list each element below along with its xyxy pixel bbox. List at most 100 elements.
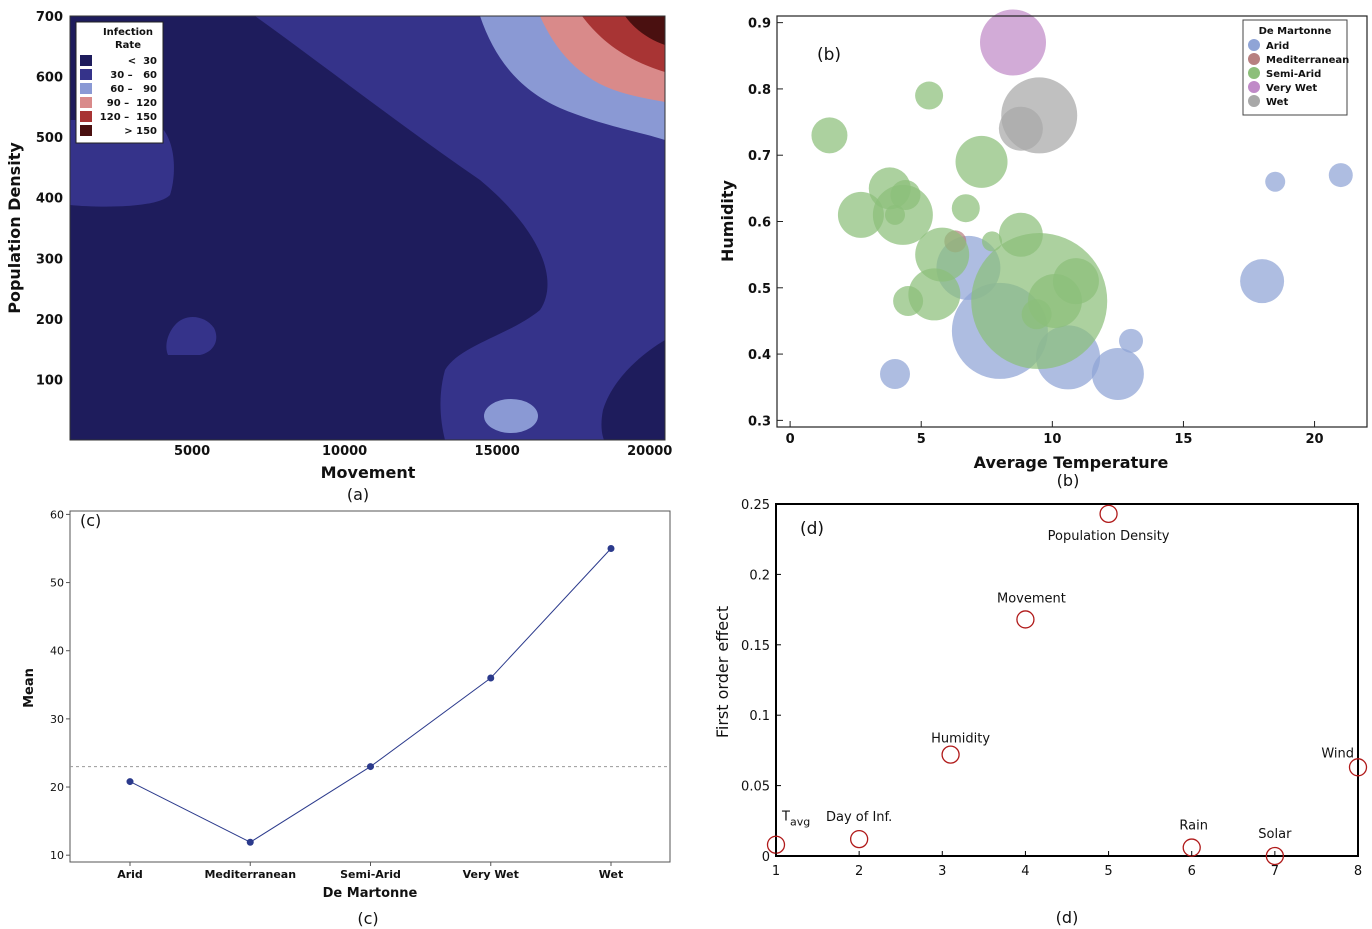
x-tick-label-d: 5: [1104, 864, 1112, 879]
effect-marker: [1182, 838, 1201, 857]
x-tick-label-c: Semi-Arid: [340, 868, 401, 881]
panel-d: (d) Tavg Day of Inf.HumidityMovementPopul…: [713, 498, 1368, 927]
x-tick-label-d: 4: [1021, 864, 1029, 879]
bubble-semi-arid: [811, 117, 848, 154]
y-tick-label-d: 0.15: [741, 639, 770, 654]
y-tick-label-a: 200: [36, 313, 63, 328]
contour-region-above-150: [625, 16, 665, 45]
y-tick-label-b: 0.9: [748, 17, 771, 32]
legend-b-items: Arid Mediterranean Semi-Arid Very Wet Wet: [1248, 39, 1349, 108]
point-label: Population Density: [1048, 529, 1170, 544]
panel-caption-a: (a): [347, 485, 369, 504]
x-tick-label-b: 15: [1174, 432, 1192, 447]
y-tick-label-d: 0: [762, 850, 770, 865]
y-tick-label-a: 600: [36, 71, 63, 86]
x-tick-label-b: 10: [1043, 432, 1061, 447]
x-tick-label-b: 5: [917, 432, 926, 447]
legend-b: De Martonne Arid Mediterranean Semi-Arid Ve…: [1242, 19, 1349, 116]
legend-b-title: De Martonne: [1259, 26, 1332, 37]
legend-a-swatch: [80, 69, 92, 80]
y-axis-label-b: Humidity: [718, 179, 737, 262]
x-axis-label-b: Average Temperature: [974, 453, 1169, 472]
legend-a-swatch: [80, 111, 92, 122]
x-tick-label-a: 5000: [174, 444, 210, 459]
x-tick-label-b: 0: [786, 432, 795, 447]
x-tick-label-a: 15000: [475, 444, 520, 459]
x-tick-label-d: 6: [1188, 864, 1196, 879]
bubble-semi-arid: [1052, 258, 1099, 305]
x-tick-label-d: 3: [938, 864, 946, 879]
effect-marker: [1099, 504, 1118, 524]
axes-c: Arid Mediterranean Semi-Arid Very Wet Wet 10 2…: [50, 508, 623, 881]
panel-c: (c) Arid Mediterranean Semi-Arid Very Wet We…: [22, 508, 671, 928]
point-label: Wind: [1321, 746, 1354, 761]
legend-a-swatch: [80, 97, 92, 108]
legend-b-label: Very Wet: [1266, 83, 1317, 94]
legend-a-items: < 30 30 – 60 60 – 90 90 – 120 120 – 150 > 150: [80, 55, 157, 137]
legend-a-title-line2: Rate: [115, 40, 141, 51]
bubble-wet: [998, 106, 1043, 151]
x-tick-label-b: 20: [1306, 432, 1324, 447]
legend-a-swatch: [80, 55, 92, 66]
panel-a: Infection Rate < 30 30 – 60 60 – 90 90 – 12…: [5, 10, 672, 504]
panel-label-c: (c): [80, 511, 101, 530]
point-label: Solar: [1258, 827, 1292, 842]
legend-b-label: Wet: [1266, 97, 1288, 108]
point-label: Movement: [997, 591, 1066, 606]
y-tick-label-b: 0.5: [748, 282, 771, 297]
panel-caption-b: (b): [1057, 471, 1080, 490]
bubble-semi-arid: [982, 231, 1003, 252]
y-tick-label-d: 0.2: [749, 568, 770, 583]
y-tick-label-b: 0.8: [748, 83, 771, 98]
y-tick-label-a: 400: [36, 192, 63, 207]
y-tick-label-c: 10: [50, 849, 64, 862]
legend-a-label: 90 – 120: [107, 98, 157, 109]
data-point: [607, 544, 615, 552]
bubble-semi-arid: [915, 81, 944, 110]
y-tick-label-c: 20: [50, 781, 64, 794]
panel-label-b: (b): [817, 45, 841, 65]
legend-a: Infection Rate < 30 30 – 60 60 – 90 90 – 12…: [75, 21, 164, 144]
legend-a-title-line1: Infection: [103, 27, 153, 38]
contour-island-30-60-bottom: [166, 317, 217, 355]
bubble-semi-arid: [837, 191, 884, 238]
data-point: [367, 763, 374, 771]
bubble-semi-arid: [885, 204, 905, 225]
y-axis-label-c: Mean: [22, 668, 37, 708]
x-tick-label-d: 8: [1354, 864, 1362, 879]
y-axis-label-a: Population Density: [5, 142, 24, 314]
y-tick-label-c: 30: [50, 713, 64, 726]
legend-b-swatch: [1248, 67, 1260, 79]
legend-a-label: 60 – 90: [110, 84, 157, 95]
y-tick-label-d: 0.25: [741, 498, 770, 513]
bubble-very-wet: [980, 9, 1046, 76]
legend-a-label: < 30: [128, 56, 157, 67]
bubble-layer: [811, 9, 1353, 400]
legend-b-label: Semi-Arid: [1266, 69, 1321, 80]
bubble-semi-arid: [955, 135, 1008, 188]
y-tick-label-d: 0.1: [749, 709, 770, 724]
bubble-arid: [1119, 328, 1143, 353]
x-tick-label-c: Very Wet: [463, 868, 519, 881]
y-axis-label-d: First order effect: [713, 606, 732, 738]
x-tick-label-d: 7: [1271, 864, 1279, 879]
x-tick-label-c: Mediterranean: [204, 868, 296, 881]
plot-frame-a: [69, 15, 666, 441]
data-point: [126, 778, 134, 786]
bubble-semi-arid: [893, 286, 924, 317]
y-tick-label-b: 0.3: [748, 414, 771, 429]
panel-b: (b) De Martonne Arid Mediterranean Semi-Ar…: [718, 9, 1368, 490]
y-tick-label-a: 500: [36, 131, 63, 146]
plot-frame-d: [775, 503, 1359, 857]
data-point: [246, 838, 254, 846]
panel-caption-c: (c): [357, 909, 378, 928]
y-tick-label-a: 100: [36, 373, 63, 388]
point-label: Rain: [1179, 819, 1208, 834]
point-label-subscript: avg: [790, 816, 810, 829]
effect-marker: [1016, 610, 1035, 629]
contour-region-below-30-corner: [601, 340, 665, 440]
bubble-arid: [1240, 259, 1285, 304]
x-axis-label-c: De Martonne: [323, 886, 418, 901]
legend-b-swatch: [1248, 95, 1260, 107]
